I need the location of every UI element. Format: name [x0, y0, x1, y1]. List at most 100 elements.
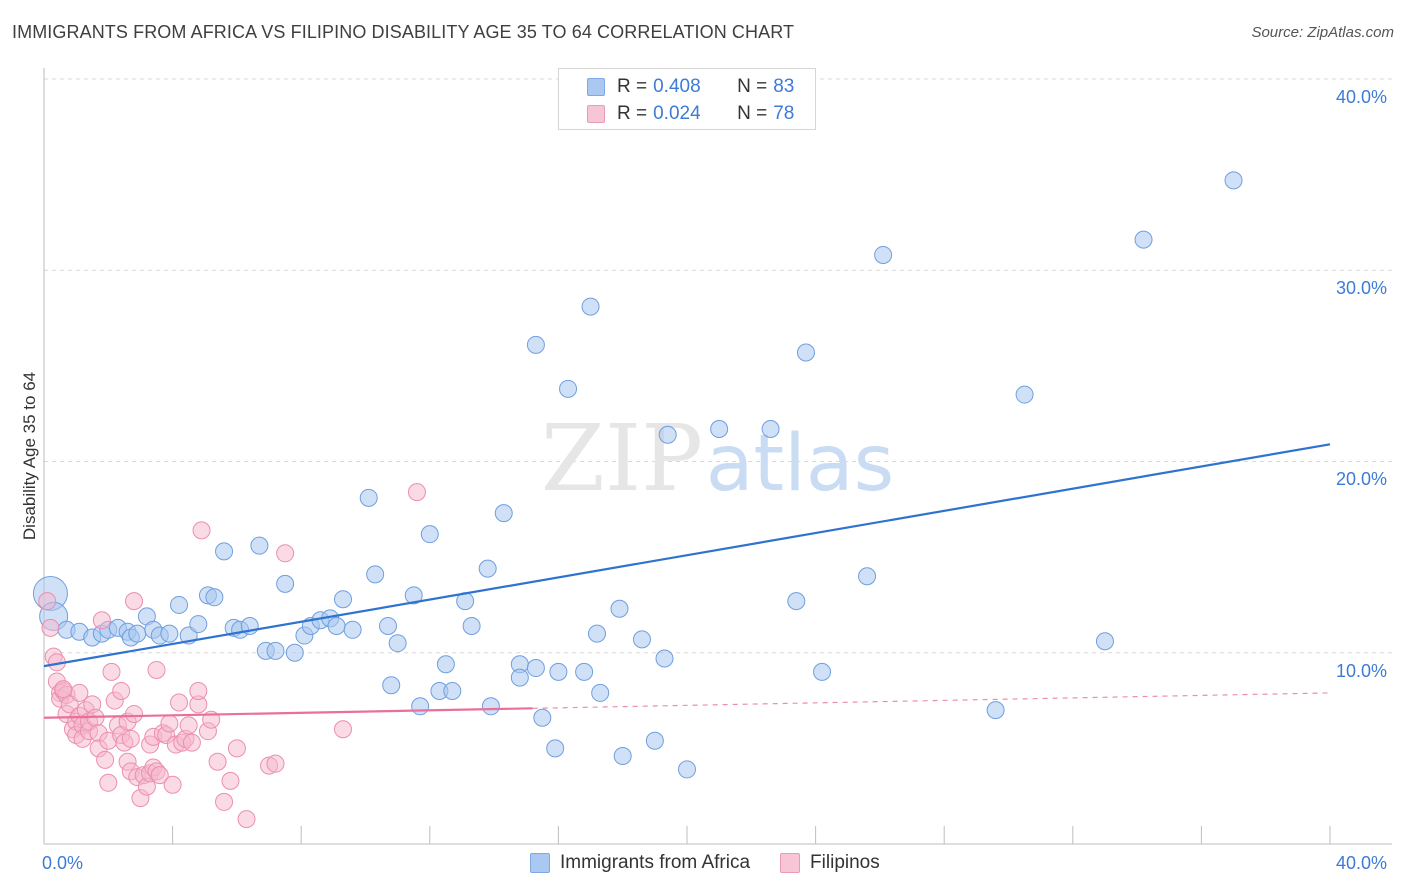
data-point-africa	[333, 590, 352, 609]
data-point-africa	[787, 592, 806, 611]
data-point-africa	[645, 731, 664, 750]
legend-n-label: N =	[737, 76, 768, 97]
legend-r-value: 0.024	[653, 103, 701, 124]
data-point-filipinos	[221, 771, 240, 790]
data-point-africa	[382, 676, 401, 695]
legend-swatch-pink	[780, 853, 801, 873]
axes	[43, 68, 1392, 845]
data-point-filipinos	[189, 682, 208, 700]
data-point-africa	[404, 586, 423, 605]
data-point-filipinos	[150, 766, 169, 785]
data-point-africa	[266, 641, 285, 660]
legend-swatch-pink	[587, 105, 605, 123]
data-point-africa	[1224, 171, 1243, 190]
data-point-africa	[559, 379, 578, 398]
data-point-africa	[710, 419, 729, 438]
data-point-filipinos	[192, 521, 211, 540]
legend-row-filipinos: R = 0.024 N = 78	[559, 101, 794, 127]
data-point-africa	[494, 504, 513, 523]
legend-r-value: 0.408	[653, 76, 701, 97]
data-point-africa	[813, 662, 832, 681]
trend-line-africa	[43, 443, 1331, 668]
data-point-africa	[678, 760, 696, 779]
data-point-filipinos	[147, 660, 166, 679]
data-point-filipinos	[112, 682, 131, 700]
data-point-africa	[613, 747, 632, 766]
legend-swatch-blue	[530, 853, 550, 873]
legend-item-africa[interactable]: Immigrants from Africa	[530, 852, 750, 874]
data-point-africa	[546, 739, 565, 758]
data-point-africa	[581, 297, 600, 316]
x-tick-label-min: 0.0%	[42, 853, 84, 873]
data-point-africa	[215, 542, 234, 561]
watermark-zip: ZIP	[541, 405, 703, 512]
legend-n-value: 78	[773, 103, 795, 124]
data-point-filipinos	[227, 739, 246, 758]
source-label: Source: ZipAtlas.com	[1251, 24, 1394, 41]
data-point-africa	[632, 630, 651, 649]
data-point-africa	[160, 624, 179, 643]
data-point-africa	[526, 335, 545, 354]
legend-n-value: 83	[773, 76, 795, 97]
data-point-africa	[343, 620, 362, 639]
data-point-africa	[170, 595, 189, 614]
watermark: ZIP atlas	[541, 405, 894, 512]
legend-item-filipinos[interactable]: Filipinos	[780, 852, 880, 874]
data-point-africa	[205, 588, 224, 607]
data-point-africa	[858, 567, 877, 586]
data-point-africa	[1134, 230, 1153, 249]
series-immigrants-from-africa	[32, 171, 1243, 779]
y-axis-title: Disability Age 35 to 64	[20, 371, 39, 541]
data-point-africa	[1095, 632, 1114, 651]
legend-r-label: R =	[617, 103, 648, 124]
data-point-filipinos	[215, 792, 234, 811]
data-point-filipinos	[125, 592, 144, 611]
data-point-africa	[655, 649, 674, 668]
data-point-filipinos	[70, 683, 89, 702]
data-point-africa	[411, 697, 430, 716]
legend-row-africa: R = 0.408 N = 83	[559, 74, 794, 100]
data-point-filipinos	[38, 592, 57, 611]
data-point-filipinos	[208, 752, 227, 771]
data-point-filipinos	[160, 714, 179, 733]
data-point-africa	[276, 574, 295, 593]
legend-r-label: R =	[617, 76, 648, 97]
data-point-africa	[388, 634, 407, 653]
y-tick-label-10: 10.0%	[1336, 661, 1388, 681]
data-point-africa	[327, 616, 346, 635]
data-point-africa	[1015, 385, 1034, 404]
data-point-africa	[366, 565, 385, 584]
data-point-africa	[443, 682, 462, 700]
legend-n-label: N =	[737, 103, 768, 124]
data-point-filipinos	[237, 810, 256, 829]
legend-label-africa: Immigrants from Africa	[560, 852, 751, 873]
y-tick-label-20: 20.0%	[1336, 469, 1388, 489]
data-point-africa	[610, 599, 629, 618]
trend-line-filipinos-projection	[532, 692, 1331, 709]
data-point-filipinos	[333, 720, 352, 739]
data-point-africa	[575, 662, 594, 681]
data-point-filipinos	[102, 662, 121, 681]
data-point-africa	[436, 655, 455, 674]
data-point-africa	[481, 697, 500, 716]
data-point-africa	[761, 419, 780, 438]
y-tick-label-40: 40.0%	[1336, 87, 1388, 107]
data-point-filipinos	[99, 773, 118, 792]
data-point-africa	[796, 343, 815, 362]
data-point-filipinos	[179, 716, 198, 735]
data-point-filipinos	[60, 695, 79, 714]
stats-legend: R = 0.408 N = 83 R = 0.024 N = 78	[558, 68, 816, 130]
data-point-africa	[189, 615, 208, 634]
series-filipinos	[38, 483, 426, 829]
data-point-filipinos	[182, 733, 201, 752]
data-point-filipinos	[407, 483, 426, 502]
data-point-filipinos	[96, 750, 115, 769]
data-point-filipinos	[41, 618, 60, 637]
data-point-africa	[420, 525, 439, 544]
legend-swatch-blue	[587, 78, 605, 96]
data-point-filipinos	[54, 680, 73, 699]
data-point-africa	[874, 245, 893, 264]
trend-line-filipinos	[43, 707, 533, 719]
watermark-atlas: atlas	[706, 419, 895, 509]
